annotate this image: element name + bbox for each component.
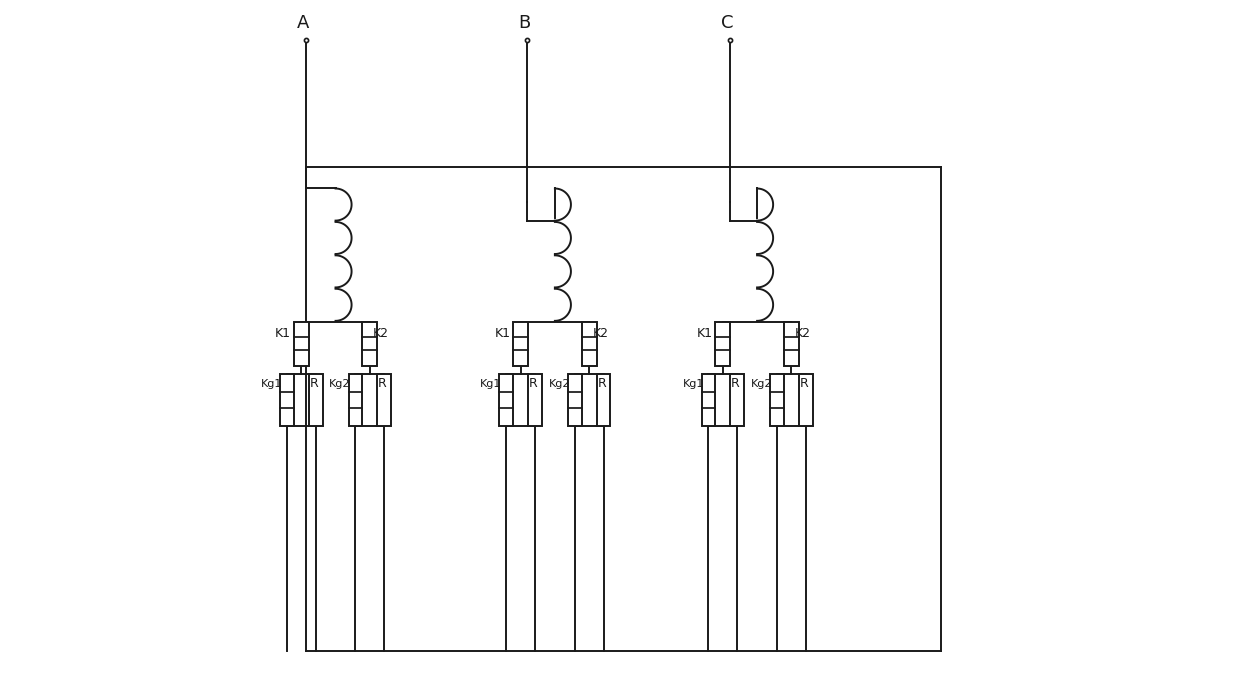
Text: Kg2: Kg2 bbox=[549, 379, 570, 388]
Bar bbox=[784, 321, 799, 366]
Text: K1: K1 bbox=[697, 327, 713, 339]
Text: A: A bbox=[298, 14, 310, 32]
Bar bbox=[500, 375, 513, 426]
Text: B: B bbox=[518, 14, 531, 32]
Text: Kg1: Kg1 bbox=[480, 379, 501, 388]
Bar bbox=[582, 321, 596, 366]
Bar bbox=[294, 321, 309, 366]
Text: Kg2: Kg2 bbox=[751, 379, 773, 388]
Text: R: R bbox=[310, 377, 319, 390]
Text: Kg1: Kg1 bbox=[682, 379, 704, 388]
Text: R: R bbox=[528, 377, 538, 390]
Text: R: R bbox=[378, 377, 387, 390]
Text: R: R bbox=[800, 377, 808, 390]
Bar bbox=[770, 375, 784, 426]
Bar bbox=[309, 375, 322, 426]
Bar bbox=[568, 375, 582, 426]
Bar bbox=[362, 321, 377, 366]
Text: R: R bbox=[598, 377, 606, 390]
Text: K2: K2 bbox=[795, 327, 811, 339]
Text: K2: K2 bbox=[593, 327, 609, 339]
Text: K1: K1 bbox=[495, 327, 511, 339]
Bar bbox=[528, 375, 542, 426]
Bar bbox=[280, 375, 294, 426]
Text: R: R bbox=[732, 377, 740, 390]
Bar bbox=[513, 321, 528, 366]
Text: K2: K2 bbox=[373, 327, 389, 339]
Bar bbox=[377, 375, 391, 426]
Text: C: C bbox=[720, 14, 733, 32]
Text: Kg2: Kg2 bbox=[330, 379, 351, 388]
Bar bbox=[799, 375, 812, 426]
Bar bbox=[730, 375, 744, 426]
Bar bbox=[348, 375, 362, 426]
Bar bbox=[596, 375, 610, 426]
Bar bbox=[702, 375, 715, 426]
Text: K1: K1 bbox=[275, 327, 291, 339]
Text: Kg1: Kg1 bbox=[260, 379, 283, 388]
Bar bbox=[715, 321, 730, 366]
